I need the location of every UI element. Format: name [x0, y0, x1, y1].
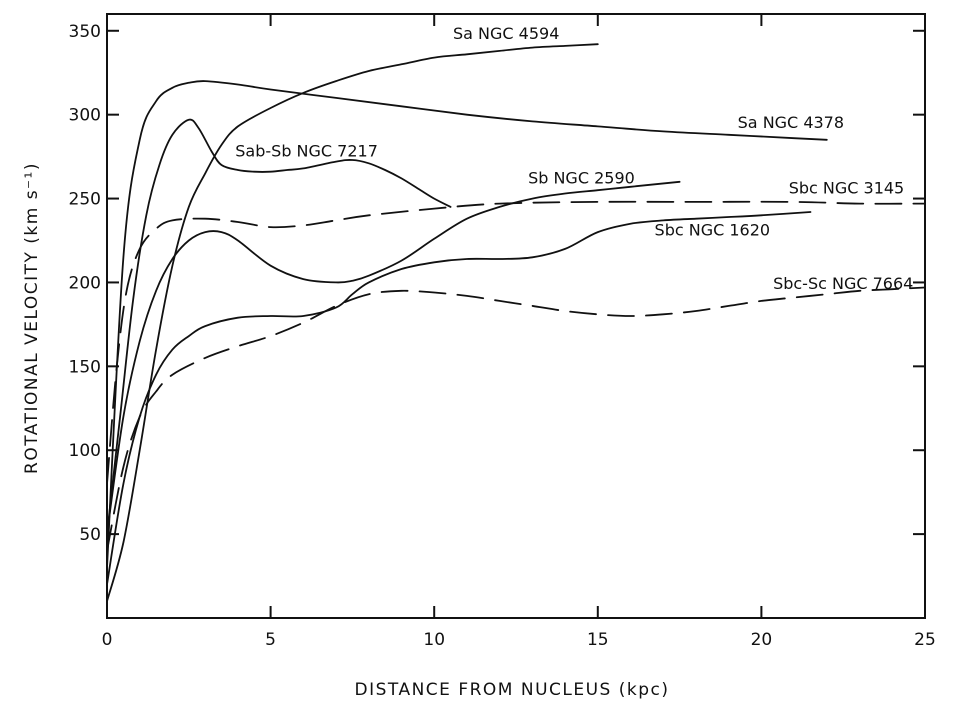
series-line-sbc-ngc-3145 [106, 200, 926, 485]
series-label-sbc-sc-ngc-7664: Sbc-Sc NGC 7664 [773, 274, 913, 293]
series-label-sbc-ngc-3145: Sbc NGC 3145 [789, 179, 905, 198]
x-tick-label: 20 [751, 630, 773, 650]
y-tick-label: 300 [69, 106, 101, 126]
x-tick-label: 15 [587, 630, 609, 650]
series-label-sa-ngc-4594: Sa NGC 4594 [453, 24, 559, 43]
series-line-sab-sb-ngc-7217 [106, 118, 452, 535]
y-tick-label: 150 [69, 357, 101, 377]
x-tick-label: 0 [102, 630, 113, 650]
series-line-sb-ngc-2590 [106, 180, 681, 535]
y-tick-label: 350 [69, 22, 101, 42]
series-label-sab-sb-ngc-7217: Sab-Sb NGC 7217 [235, 142, 378, 161]
series-label-sbc-ngc-1620: Sbc NGC 1620 [655, 220, 771, 239]
x-axis-title: DISTANCE FROM NUCLEUS (kpc) [355, 680, 670, 700]
tick-labels-layer: 0 5 10 15 20 25 50 100 150 200 250 300 350 [69, 22, 936, 650]
x-tick-label: 10 [423, 630, 445, 650]
x-tick-label: 25 [914, 630, 936, 650]
x-tick-label: 5 [265, 630, 276, 650]
y-tick-label: 200 [69, 273, 101, 293]
y-tick-label: 250 [69, 190, 101, 210]
curves-layer [106, 43, 926, 603]
y-tick-label: 100 [69, 441, 101, 461]
y-axis-title: ROTATIONAL VELOCITY (km s⁻¹) [22, 162, 42, 474]
series-labels-layer: Sa NGC 4594 Sa NGC 4378 Sab-Sb NGC 7217 Sb … [235, 24, 913, 293]
series-label-sb-ngc-2590: Sb NGC 2590 [528, 168, 635, 187]
series-line-sbc-ngc-1620 [106, 211, 812, 586]
plot-frame [106, 13, 926, 619]
series-line-sa-ngc-4594 [106, 43, 599, 603]
series-line-sbc-sc-ngc-7664 [106, 286, 926, 552]
series-line-sa-ngc-4378 [106, 80, 828, 569]
y-tick-label: 50 [79, 525, 101, 545]
ticks-layer [106, 14, 926, 618]
series-label-sa-ngc-4378: Sa NGC 4378 [738, 113, 844, 132]
